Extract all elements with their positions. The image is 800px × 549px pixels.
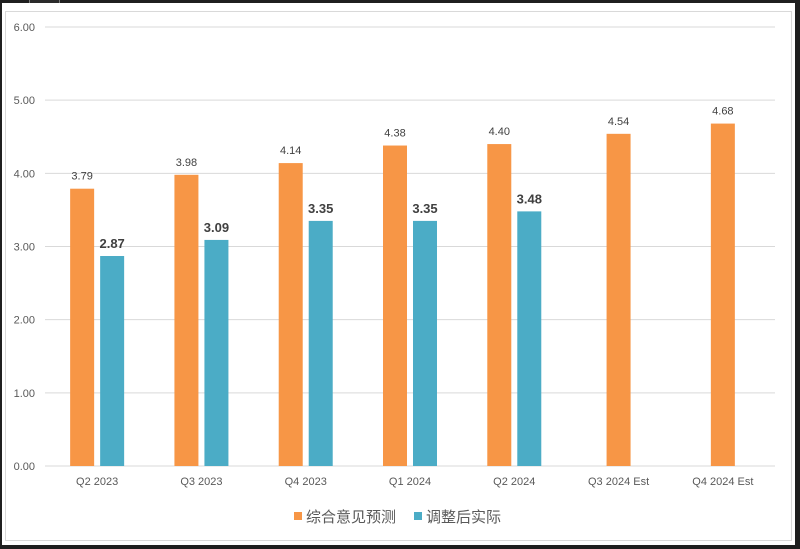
x-tick-label: Q3 2024 Est bbox=[588, 476, 649, 488]
bar-actual bbox=[413, 220, 437, 466]
data-label: 2.87 bbox=[99, 236, 124, 251]
data-label: 3.48 bbox=[517, 191, 542, 206]
y-tick-label: 3.00 bbox=[14, 242, 35, 254]
x-tick-label: Q2 2024 bbox=[493, 476, 535, 488]
x-tick-label: Q4 2024 Est bbox=[692, 476, 753, 488]
x-tick-label: Q3 2023 bbox=[180, 476, 222, 488]
bar-forecast bbox=[710, 123, 735, 466]
data-label: 3.79 bbox=[71, 171, 92, 183]
bar-actual bbox=[517, 211, 542, 466]
data-label: 4.54 bbox=[608, 116, 629, 128]
data-label: 4.40 bbox=[489, 126, 510, 138]
bar-forecast bbox=[383, 145, 407, 466]
data-label: 3.98 bbox=[176, 157, 197, 169]
y-tick-label: 2.00 bbox=[14, 315, 35, 327]
legend-marker bbox=[294, 512, 302, 520]
data-label: 3.09 bbox=[204, 220, 229, 235]
bar-actual bbox=[100, 256, 125, 466]
legend-label: 综合意见预测 bbox=[306, 508, 396, 526]
legend-label: 调整后实际 bbox=[426, 509, 501, 526]
y-tick-label: 5.00 bbox=[14, 95, 35, 107]
y-tick-label: 4.00 bbox=[14, 168, 35, 180]
x-tick-label: Q2 2023 bbox=[76, 476, 118, 488]
bar-forecast bbox=[606, 133, 631, 466]
y-tick-label: 1.00 bbox=[14, 388, 35, 400]
bar-forecast bbox=[487, 144, 512, 467]
bar-forecast bbox=[70, 188, 95, 466]
data-label: 3.35 bbox=[412, 201, 437, 216]
data-label: 4.68 bbox=[712, 106, 733, 118]
bar-actual bbox=[308, 220, 333, 466]
chart-area bbox=[5, 11, 792, 541]
data-label: 4.38 bbox=[384, 128, 405, 140]
bar-actual bbox=[204, 239, 229, 466]
x-tick-label: Q4 2023 bbox=[285, 476, 327, 488]
y-tick-label: 6.00 bbox=[14, 22, 35, 34]
legend-marker bbox=[414, 512, 422, 520]
x-tick-label: Q1 2024 bbox=[389, 476, 431, 488]
y-tick-label: 0.00 bbox=[14, 461, 35, 473]
bar-forecast bbox=[278, 163, 303, 466]
data-label: 3.35 bbox=[308, 201, 333, 216]
bar-forecast bbox=[174, 174, 199, 466]
data-label: 4.14 bbox=[280, 145, 301, 157]
